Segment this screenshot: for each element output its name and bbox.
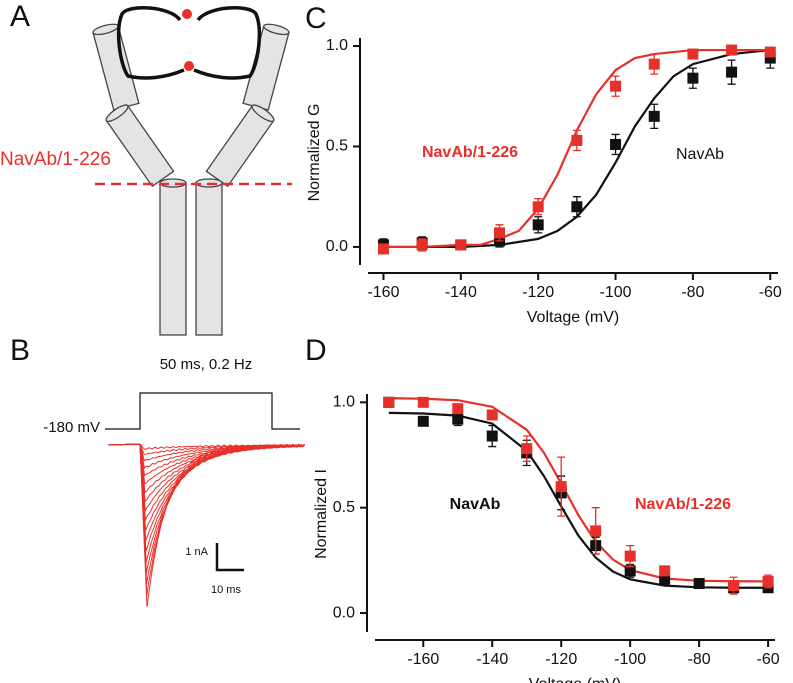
x-tick-label: -100 (614, 651, 646, 668)
y-tick-label: 0.5 (326, 138, 348, 155)
scale-bar (215, 543, 244, 572)
marker (417, 396, 429, 408)
marker (590, 525, 602, 537)
charts: -160 -140 -120 -100 -80 -60 0.0 0.5 1.0 Voltage (… (306, 37, 782, 683)
x-tick-label: -120 (522, 284, 554, 301)
marker (494, 227, 506, 239)
panel-label: D (305, 334, 327, 367)
marker (377, 243, 389, 255)
marker (624, 550, 636, 562)
marker (452, 403, 464, 415)
y-axis-title: Normalized I (313, 469, 330, 559)
x-tick-label: -160 (367, 284, 399, 301)
holding-label: -180 mV (43, 419, 100, 436)
marker (687, 72, 699, 84)
y-tick-label: 0.0 (326, 238, 348, 255)
marker (762, 575, 774, 587)
x-axis-title: Voltage (mV) (529, 676, 621, 683)
marker (648, 110, 660, 122)
marker (452, 413, 464, 425)
fit-curve (388, 397, 769, 583)
y-tick-label: 0.5 (333, 499, 355, 516)
current-traces (107, 443, 306, 608)
marker (693, 578, 705, 590)
y-axis-title: Normalized G (306, 104, 323, 202)
marker (486, 409, 498, 421)
x-tick-label: -140 (445, 284, 477, 301)
marker (555, 481, 567, 493)
scale-x-label: 10 ms (211, 584, 241, 596)
panel-label: B (10, 334, 30, 367)
marker (571, 201, 583, 213)
trace (107, 443, 306, 596)
marker (532, 201, 544, 213)
series-label: NavAb/1-226 (422, 144, 518, 161)
marker (659, 565, 671, 577)
x-tick-label: -120 (545, 651, 577, 668)
panel-label: C (305, 2, 327, 35)
marker (610, 138, 622, 150)
marker (687, 48, 699, 60)
x-axis-title: Voltage (mV) (527, 309, 619, 326)
marker (764, 52, 776, 64)
x-tick-label: -80 (681, 284, 704, 301)
voltage-protocol (105, 392, 300, 430)
x-tick-label: -60 (759, 284, 782, 301)
x-tick-label: -60 (757, 651, 780, 668)
marker (726, 66, 738, 78)
x-tick-label: -80 (688, 651, 711, 668)
fit-curve (383, 48, 771, 249)
marker (416, 239, 428, 251)
marker (417, 415, 429, 427)
scale-y-label: 1 nA (185, 546, 208, 558)
x-tick-label: -160 (407, 651, 439, 668)
marker (532, 219, 544, 231)
trace (107, 443, 305, 585)
marker (486, 430, 498, 442)
marker (383, 396, 395, 408)
x-tick-label: -140 (476, 651, 508, 668)
fit-curve (383, 48, 771, 249)
marker (726, 44, 738, 56)
marker (728, 580, 740, 592)
channel-diagram (92, 6, 292, 336)
marker (455, 239, 467, 251)
marker (624, 565, 636, 577)
marker (610, 80, 622, 92)
x-tick-label: -100 (600, 284, 632, 301)
series-label: NavAb/1-226 (635, 496, 731, 513)
cut-label: NavAb/1-226 (0, 149, 111, 170)
trace (107, 443, 305, 562)
series-label: NavAb (450, 496, 501, 513)
y-tick-label: 0.0 (333, 604, 355, 621)
fit-curve (388, 411, 769, 589)
panel-label: A (10, 0, 30, 33)
marker (659, 573, 671, 585)
marker (571, 134, 583, 146)
marker (648, 58, 660, 70)
series-label: NavAb (676, 146, 724, 163)
y-tick-label: 1.0 (333, 394, 355, 411)
trace (107, 443, 304, 503)
trace (107, 443, 306, 608)
marker (764, 46, 776, 58)
marker (521, 443, 533, 455)
y-tick-label: 1.0 (326, 37, 348, 54)
stimulus-label: 50 ms, 0.2 Hz (160, 356, 253, 373)
